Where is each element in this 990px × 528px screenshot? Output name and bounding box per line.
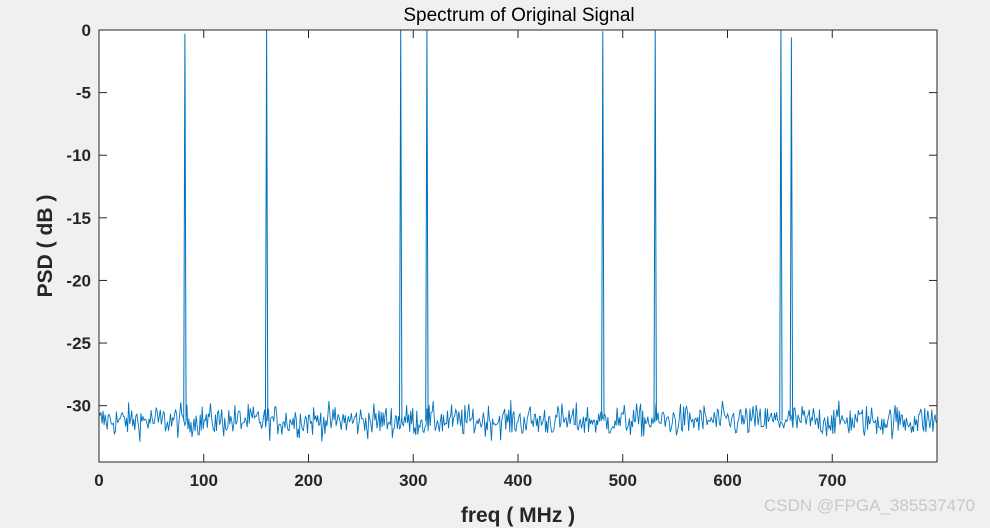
x-tick-label: 500 (609, 471, 637, 490)
x-tick-label: 700 (818, 471, 846, 490)
ticks-layer: 0 100 200 300 400 500 600 700 0 -5 -10 -15 -20 -25 -30 (66, 21, 937, 490)
y-tick-label: -30 (66, 397, 91, 416)
chart-title: Spectrum of Original Signal (403, 5, 634, 26)
y-tick-label: -10 (66, 146, 91, 165)
y-tick-label: -15 (66, 209, 91, 228)
y-tick-label: -20 (66, 271, 91, 290)
plot-area (99, 30, 937, 462)
watermark: CSDN @FPGA_385537470 (764, 496, 975, 515)
spectral-peak (789, 37, 794, 421)
y-tick-label: -5 (76, 84, 91, 103)
x-tick-label: 0 (94, 471, 103, 490)
x-tick-label: 300 (399, 471, 427, 490)
x-tick-label: 200 (294, 471, 322, 490)
y-axis-title: PSD ( dB ) (34, 195, 57, 298)
x-axis-title: freq ( MHz ) (461, 504, 575, 527)
spectral-peak (601, 31, 605, 421)
x-tick-label: 400 (504, 471, 532, 490)
x-tick-label: 600 (713, 471, 741, 490)
spectral-peak (183, 33, 187, 421)
y-tick-label: -25 (66, 334, 91, 353)
x-tick-label: 100 (190, 471, 218, 490)
noise-floor-line (98, 400, 938, 442)
y-tick-label: 0 (82, 21, 91, 40)
